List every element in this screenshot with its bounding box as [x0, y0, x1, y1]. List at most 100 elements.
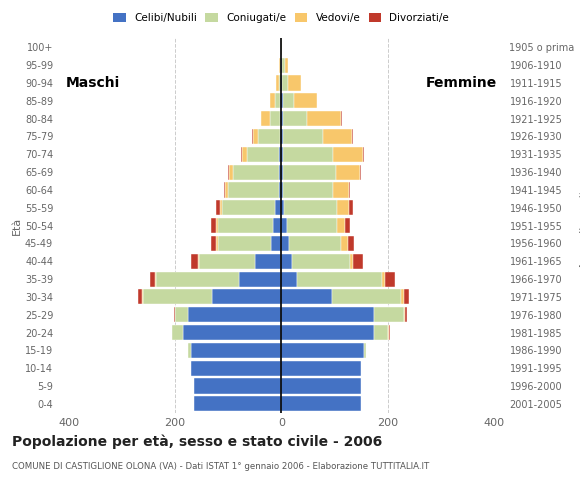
Bar [374, 307, 404, 323]
Bar [281, 289, 332, 304]
Bar [293, 93, 317, 108]
Bar [280, 58, 281, 73]
Bar [404, 289, 409, 304]
Bar [242, 147, 246, 162]
Bar [345, 218, 350, 233]
Bar [281, 165, 283, 180]
Bar [150, 272, 155, 287]
Bar [172, 325, 183, 340]
Bar [273, 218, 281, 233]
Bar [281, 396, 361, 411]
Bar [282, 58, 285, 73]
Bar [252, 129, 253, 144]
Bar [352, 129, 353, 144]
Bar [270, 93, 275, 108]
Bar [281, 360, 361, 376]
Bar [211, 218, 216, 233]
Bar [349, 182, 350, 198]
Text: Popolazione per età, sesso e stato civile - 2006: Popolazione per età, sesso e stato civil… [12, 434, 382, 449]
Legend: Celibi/Nubili, Coniugati/e, Vedovi/e, Divorziati/e: Celibi/Nubili, Coniugati/e, Vedovi/e, Di… [110, 10, 452, 26]
Bar [281, 272, 297, 287]
Bar [281, 343, 364, 358]
Bar [228, 182, 278, 198]
Bar [275, 93, 280, 108]
Bar [283, 182, 334, 198]
Bar [297, 272, 382, 287]
Bar [292, 253, 350, 269]
Bar [253, 129, 259, 144]
Bar [175, 307, 188, 323]
Bar [282, 75, 288, 91]
Bar [281, 129, 283, 144]
Bar [360, 165, 361, 180]
Bar [218, 236, 271, 251]
Bar [353, 253, 362, 269]
Bar [285, 58, 288, 73]
Bar [220, 200, 222, 216]
Bar [364, 343, 367, 358]
Bar [283, 165, 336, 180]
Bar [278, 182, 281, 198]
Bar [211, 236, 216, 251]
Bar [336, 165, 360, 180]
Bar [281, 40, 282, 55]
Bar [279, 58, 280, 73]
Bar [374, 325, 387, 340]
Bar [138, 289, 142, 304]
Bar [233, 165, 278, 180]
Bar [270, 111, 280, 126]
Bar [323, 129, 352, 144]
Bar [337, 218, 345, 233]
Bar [281, 236, 289, 251]
Bar [350, 253, 353, 269]
Bar [191, 253, 198, 269]
Bar [349, 200, 353, 216]
Bar [188, 343, 191, 358]
Bar [143, 289, 212, 304]
Bar [228, 165, 229, 180]
Bar [241, 147, 242, 162]
Bar [281, 93, 283, 108]
Bar [281, 200, 284, 216]
Bar [271, 236, 281, 251]
Bar [281, 111, 283, 126]
Bar [283, 129, 323, 144]
Bar [289, 236, 342, 251]
Bar [188, 307, 281, 323]
Bar [283, 147, 334, 162]
Bar [281, 218, 287, 233]
Bar [281, 58, 282, 73]
Bar [280, 111, 281, 126]
Bar [362, 147, 364, 162]
Bar [239, 272, 281, 287]
Bar [216, 218, 218, 233]
Bar [191, 360, 281, 376]
Bar [194, 396, 281, 411]
Text: Femmine: Femmine [425, 76, 496, 90]
Bar [280, 93, 281, 108]
Bar [183, 325, 281, 340]
Bar [281, 75, 282, 91]
Bar [216, 236, 218, 251]
Bar [259, 129, 280, 144]
Bar [275, 200, 281, 216]
Bar [283, 93, 293, 108]
Bar [216, 200, 220, 216]
Bar [283, 111, 307, 126]
Bar [334, 182, 349, 198]
Bar [280, 129, 281, 144]
Bar [389, 325, 390, 340]
Bar [157, 272, 239, 287]
Bar [142, 289, 143, 304]
Bar [281, 307, 374, 323]
Bar [226, 182, 228, 198]
Bar [401, 289, 404, 304]
Bar [281, 182, 283, 198]
Bar [281, 378, 361, 394]
Bar [276, 75, 278, 91]
Bar [288, 75, 301, 91]
Bar [405, 307, 407, 323]
Bar [191, 343, 281, 358]
Text: Maschi: Maschi [66, 76, 120, 90]
Bar [212, 289, 281, 304]
